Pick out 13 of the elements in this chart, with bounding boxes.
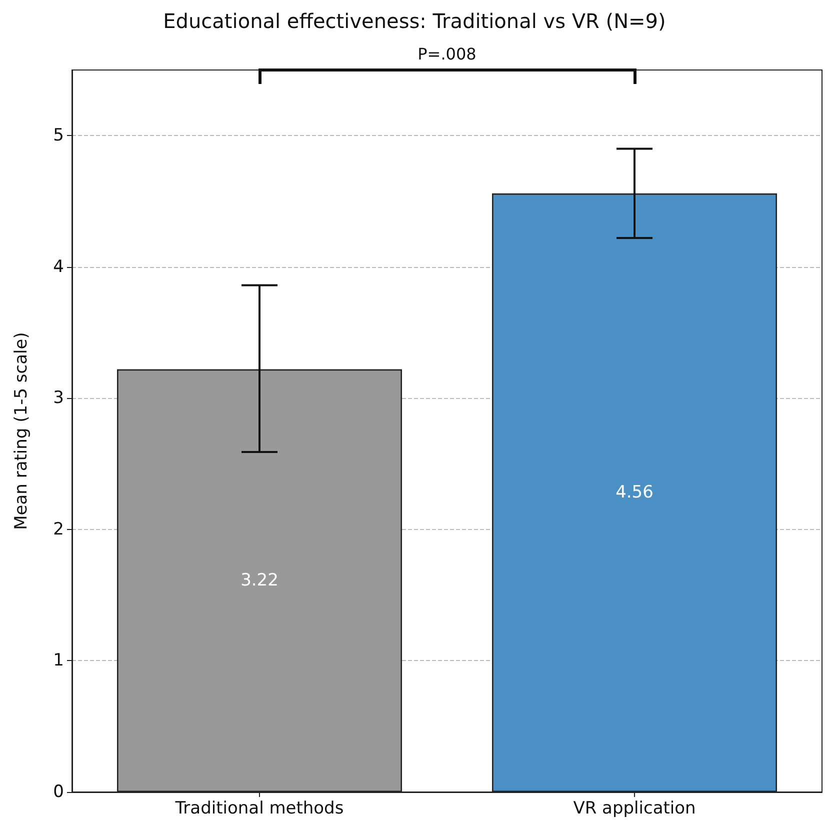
y-tick-label: 2 <box>53 519 64 540</box>
y-axis-title: Mean rating (1-5 scale) <box>12 332 32 530</box>
y-tick-label: 0 <box>53 782 64 802</box>
y-tick-label: 4 <box>53 256 64 277</box>
y-tick-label: 3 <box>53 388 64 408</box>
chart-title: Educational effectiveness: Traditional vs VR (N=9) <box>163 9 666 33</box>
data-label: 4.56 <box>616 482 654 503</box>
data-label: 3.22 <box>240 570 278 591</box>
x-tick-label: Traditional methods <box>174 798 344 818</box>
text: P=.008 <box>418 44 476 64</box>
y-tick-label: 1 <box>53 650 64 671</box>
y-tick-label: 5 <box>53 126 64 146</box>
x-tick-label: VR application <box>573 798 696 818</box>
